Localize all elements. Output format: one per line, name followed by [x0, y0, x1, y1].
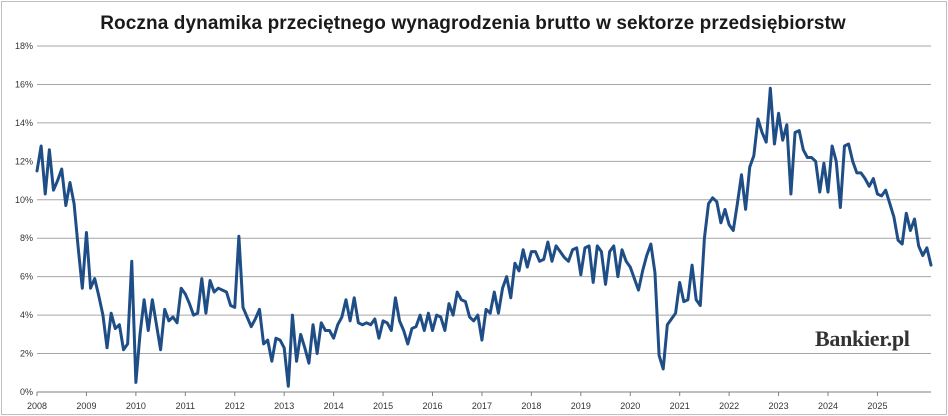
x-tick-label: 2010 [126, 401, 146, 411]
y-tick-label: 6% [20, 272, 33, 282]
x-tick-label: 2012 [225, 401, 245, 411]
x-tick-label: 2015 [373, 401, 393, 411]
y-tick-label: 12% [15, 156, 33, 166]
y-tick-label: 14% [15, 118, 33, 128]
x-tick-label: 2013 [274, 401, 294, 411]
x-tick-label: 2025 [867, 401, 887, 411]
x-tick-label: 2023 [769, 401, 789, 411]
bankier-logo: Bankier.pl [815, 326, 910, 351]
gridlines [37, 45, 931, 355]
y-axis-ticks: 0% 2% 4% 6% 8% 10% 12% 14% 16% 18% [15, 41, 33, 397]
x-tick-label: 2009 [76, 401, 96, 411]
x-tick-label: 2022 [719, 401, 739, 411]
chart-title: Roczna dynamika przeciętnego wynagrodzen… [100, 13, 846, 34]
y-tick-label: 4% [20, 310, 33, 320]
x-axis-ticks: 2008 2009 2010 2011 2012 2013 2014 2015 2016 2017… [27, 392, 887, 411]
x-tick-label: 2018 [521, 401, 541, 411]
x-tick-label: 2024 [818, 401, 838, 411]
x-tick-label: 2016 [422, 401, 442, 411]
x-tick-label: 2011 [176, 401, 195, 411]
y-tick-label: 8% [20, 233, 33, 243]
y-tick-label: 10% [15, 195, 33, 205]
y-tick-label: 18% [15, 41, 33, 51]
y-tick-label: 0% [20, 387, 33, 397]
x-tick-label: 2021 [670, 401, 690, 411]
series-line [35, 86, 933, 388]
x-tick-label: 2017 [472, 401, 492, 411]
x-tick-label: 2008 [27, 401, 47, 411]
x-tick-label: 2020 [620, 401, 640, 411]
y-tick-label: 16% [15, 79, 33, 89]
x-tick-label: 2019 [571, 401, 591, 411]
x-tick-label: 2014 [324, 401, 344, 411]
y-tick-label: 2% [20, 349, 33, 359]
